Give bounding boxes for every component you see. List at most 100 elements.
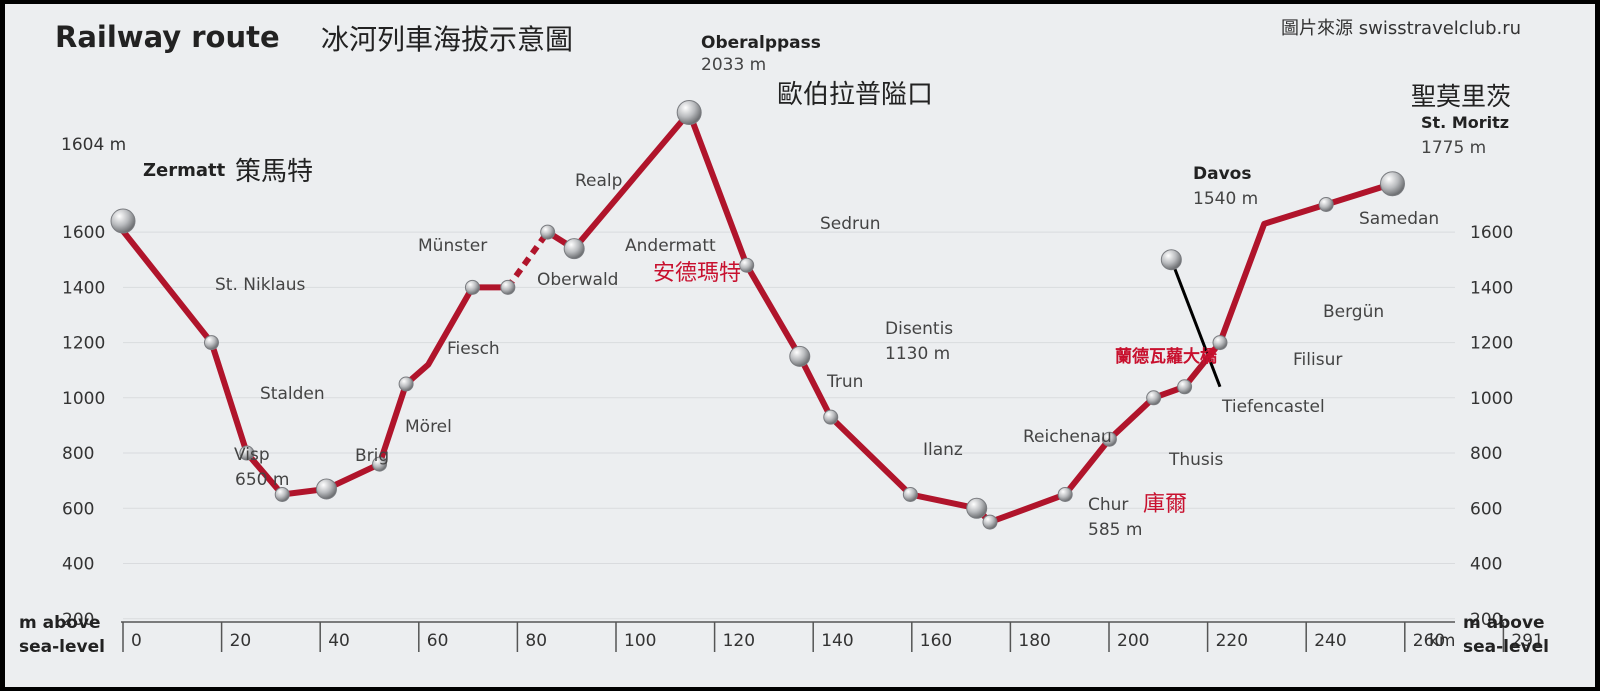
label-thusis: Thusis (1168, 450, 1224, 470)
axis-right-label-line1: m above (1463, 613, 1545, 633)
x-tick-label: 291 (1511, 631, 1543, 651)
station-marker-samedan (1318, 196, 1334, 212)
stations (110, 100, 1405, 530)
y-tick-right: 200 (1470, 610, 1502, 630)
label-brig: Brig (355, 446, 389, 466)
x-tick-label: 140 (821, 631, 853, 651)
x-tick-label: 160 (920, 631, 952, 651)
station-marker-brig (315, 478, 337, 500)
station-marker-fiesch (398, 376, 414, 392)
axis-left-label-line1: m above (19, 613, 101, 633)
station-marker-thusis (1057, 486, 1073, 502)
x-tick-label: 40 (328, 631, 350, 651)
station-marker-m-rel (372, 456, 388, 472)
label-visp-alt: 650 m (235, 470, 289, 490)
label-chur-alt: 585 m (1088, 520, 1142, 540)
y-tick-right: 600 (1470, 499, 1502, 519)
label-andermatt-zh: 安德瑪特 (653, 261, 741, 286)
station-marker-m-nster (464, 279, 480, 295)
x-tick-label: 60 (427, 631, 449, 651)
y-tick-left: 1400 (62, 278, 105, 298)
x-tick-label: 100 (624, 631, 656, 651)
y-tick-left: 400 (62, 555, 94, 575)
label-st-moritz: St. Moritz (1421, 113, 1509, 132)
station-marker-trun (823, 409, 839, 425)
station-marker-davos (1160, 249, 1182, 271)
label-bergun: Bergün (1323, 302, 1384, 322)
x-tick-label: 200 (1117, 631, 1149, 651)
y-tick-left: 1200 (62, 334, 105, 354)
left-top-value: 1604 m (61, 135, 126, 155)
y-tick-left: 800 (62, 444, 94, 464)
x-tick-label: 260 (1413, 631, 1445, 651)
label-zermatt: Zermatt (143, 160, 226, 181)
x-tick-label: 80 (525, 631, 547, 651)
x-tick-label: 220 (1216, 631, 1248, 651)
y-tick-left: 1000 (62, 389, 105, 409)
label-disentis-alt: 1130 m (885, 344, 950, 364)
route-line-dashed (505, 230, 551, 290)
y-tick-right: 1400 (1470, 278, 1513, 298)
label-andermatt: Andermatt (625, 236, 716, 256)
y-tick-left: 1600 (62, 223, 105, 243)
y-tick-left: 600 (62, 499, 94, 519)
y-tick-right: 1000 (1470, 389, 1513, 409)
station-marker-disentis (789, 345, 811, 367)
station-marker-sedrun (739, 257, 755, 273)
chart-canvas: Railway route 冰河列車海拔示意圖 圖片來源 swisstravel… (5, 4, 1595, 687)
station-marker-st-moritz (1379, 171, 1405, 197)
y-ticks-right: 200 400 600 800 1000 1200 1400 1600 (1470, 223, 1513, 630)
label-filisur: Filisur (1293, 350, 1342, 370)
station-marker-zermatt (110, 208, 136, 234)
label-realp: Realp (575, 171, 622, 191)
x-tick-label: 0 (131, 631, 142, 651)
station-marker-st-niklaus (203, 335, 219, 351)
station-marker-oberwald (500, 279, 516, 295)
station-marker-realp (540, 224, 556, 240)
davos-branch-line (1169, 259, 1222, 388)
label-oberwald: Oberwald (537, 270, 618, 290)
y-tick-right: 400 (1470, 555, 1502, 575)
axis-left-label-line2: sea-level (19, 637, 105, 657)
label-st-moritz-alt: 1775 m (1421, 138, 1486, 158)
x-axis: 0 20 40 60 80 100 120 140 160 180 200 220 240 260 291 (121, 621, 1544, 652)
label-munster: Münster (418, 236, 487, 256)
label-st-niklaus: St. Niklaus (215, 275, 305, 295)
station-marker-andermatt (563, 238, 585, 260)
station-marker-berg-n (1212, 335, 1228, 351)
y-tick-left: 200 (62, 610, 94, 630)
elevation-chart: Railway route 冰河列車海拔示意圖 圖片來源 swisstravel… (19, 18, 1549, 657)
station-marker-oberalppass (676, 100, 702, 126)
label-chur-zh: 庫爾 (1143, 492, 1187, 517)
station-marker-chur (982, 514, 998, 530)
label-chur: Chur (1088, 495, 1128, 515)
x-tick-label: 120 (723, 631, 755, 651)
label-oberalppass: Oberalppass (701, 33, 821, 53)
y-tick-right: 1200 (1470, 334, 1513, 354)
axis-right-label-line2: sea-level (1463, 637, 1549, 657)
route-line-west (120, 229, 508, 498)
title-zh: 冰河列車海拔示意圖 (321, 23, 573, 56)
x-tick-label: 240 (1314, 631, 1346, 651)
image-source: 圖片來源 swisstravelclub.ru (1281, 18, 1521, 39)
route-line-east (546, 109, 1394, 526)
label-trun: Trun (826, 372, 863, 392)
station-marker-stalden (239, 445, 255, 461)
label-sedrun: Sedrun (820, 214, 881, 234)
station-marker-reichenau (966, 497, 988, 519)
label-oberalppass-alt: 2033 m (701, 55, 766, 75)
label-davos: Davos (1193, 164, 1251, 184)
y-tick-right: 800 (1470, 444, 1502, 464)
label-disentis: Disentis (885, 319, 953, 339)
label-st-moritz-zh: 聖莫里茨 (1411, 82, 1511, 111)
label-visp: Visp (234, 445, 270, 465)
y-tick-right: 1600 (1470, 223, 1513, 243)
label-stalden: Stalden (260, 384, 325, 404)
label-ilanz: Ilanz (923, 440, 963, 460)
station-marker-tiefencastel (1101, 431, 1117, 447)
label-morel: Mörel (405, 417, 452, 437)
station-marker-landwasser (1146, 390, 1162, 406)
label-zermatt-zh: 策馬特 (235, 157, 313, 187)
label-landwasser-zh: 蘭德瓦蘿大橋 (1115, 346, 1218, 367)
